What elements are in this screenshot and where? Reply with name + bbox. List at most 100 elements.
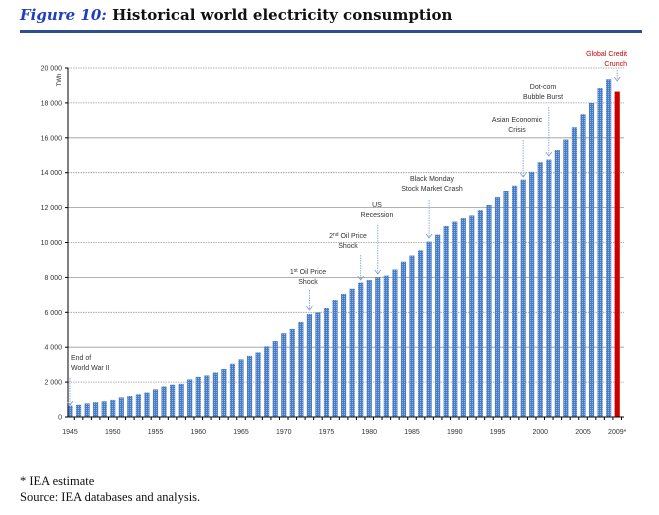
- bar-1950: [110, 399, 116, 417]
- annotation-label: 2nd Oil Price: [329, 232, 367, 240]
- bar-1952: [127, 396, 133, 417]
- arrow-head-icon: [545, 151, 553, 157]
- annotation-label: US: [372, 202, 382, 209]
- x-tick-label: 2009*: [608, 429, 627, 436]
- x-tick-label: 1965: [233, 429, 249, 436]
- bar-1946: [75, 404, 82, 417]
- bar-1945: [67, 405, 73, 417]
- annotation-label: Asian Economic: [492, 117, 543, 124]
- bar-1959: [187, 379, 193, 417]
- bar-1960: [195, 376, 201, 417]
- annotation-label: Shock: [338, 243, 358, 250]
- annotation-label: World War II: [71, 365, 110, 372]
- x-tick-label: 1995: [490, 429, 506, 436]
- annotation-text: Oil Price: [298, 269, 327, 276]
- y-tick-label: 2 000: [44, 380, 62, 387]
- bar-1963: [221, 369, 227, 417]
- bar-1970: [281, 333, 287, 417]
- arrow-head-icon: [519, 172, 527, 178]
- bar-2007: [597, 88, 603, 417]
- x-tick-label: 1970: [276, 429, 292, 436]
- bar-1984: [400, 261, 407, 417]
- x-tick-label: 2000: [532, 429, 548, 436]
- bar-1947: [84, 403, 90, 417]
- arrow-head-icon: [306, 305, 313, 311]
- figure-title: Figure 10: Historical world electricity …: [20, 6, 452, 24]
- bar-1980: [366, 280, 372, 417]
- annotation-label: End of: [71, 355, 91, 362]
- annotation-label: Recession: [361, 212, 394, 219]
- arrow-head-icon: [425, 233, 433, 239]
- x-tick-label: 1960: [190, 429, 206, 436]
- bar-1956: [161, 386, 167, 417]
- bar-2006: [588, 102, 595, 418]
- bar-2004: [571, 127, 578, 417]
- bar-1975: [323, 307, 330, 417]
- bar-1996: [503, 191, 509, 417]
- arrow-head-icon: [374, 269, 382, 275]
- bar-1995: [494, 197, 501, 417]
- figure-title-text: Historical world electricity consumption: [112, 6, 453, 24]
- bar-chart: 0 2 000 4 000 6 000 8 000 10 000 12 000 14 000 1…: [41, 51, 628, 436]
- figure-label: Figure 10:: [20, 6, 107, 24]
- y-tick-label: 8 000: [44, 275, 62, 282]
- annotation-number: 1: [290, 269, 294, 276]
- bar-1972: [298, 321, 304, 417]
- x-tick-label: 1975: [319, 429, 335, 436]
- y-tick-label: 12 000: [41, 205, 63, 212]
- bar-2002: [554, 150, 560, 417]
- bar-1981: [375, 277, 381, 417]
- bar-1961: [204, 375, 210, 417]
- bar-1998: [520, 179, 526, 417]
- footnote-estimate: * IEA estimate: [20, 474, 95, 488]
- annotation-1987: Black Monday Stock Market Crash: [401, 176, 463, 239]
- bar-1991: [460, 218, 466, 417]
- annotation-label: Crunch: [604, 61, 627, 68]
- bar-1957: [170, 384, 176, 417]
- bar-1962: [212, 372, 218, 417]
- bar-1982: [383, 275, 389, 417]
- annotation-1973: 1st Oil Price Shock: [290, 268, 326, 311]
- bar-1993: [477, 210, 483, 417]
- bar-1953: [135, 394, 141, 417]
- bar-2009: [614, 91, 620, 418]
- bar-1974: [315, 312, 321, 417]
- annotation-label: 1st Oil Price: [290, 268, 326, 276]
- annotation-2001: Dot-com Bubble Burst: [523, 84, 563, 157]
- x-tick-label: 1990: [447, 429, 463, 436]
- bar-1958: [178, 383, 184, 417]
- bar-1990: [452, 221, 458, 417]
- annotation-label: Black Monday: [410, 176, 454, 183]
- x-tick-label: 1985: [404, 429, 420, 436]
- annotation-label: Global Credit: [586, 51, 627, 58]
- y-tick-label: 20 000: [41, 66, 63, 73]
- x-tick-label: 1945: [62, 429, 78, 436]
- x-tick-label: 1950: [105, 429, 121, 436]
- annotation-label: Crisis: [508, 127, 526, 134]
- title-rule: [20, 30, 642, 33]
- y-tick-label: 14 000: [41, 170, 63, 177]
- bar-1989: [443, 225, 449, 417]
- bar-1997: [512, 185, 518, 417]
- annotation-2009: Global Credit Crunch: [586, 51, 627, 82]
- bar-1985: [409, 255, 415, 417]
- bar-1965: [238, 359, 244, 417]
- annotation-label: Bubble Burst: [523, 94, 563, 101]
- bar-1949: [101, 401, 107, 417]
- bar-2003: [563, 139, 569, 418]
- bar-2005: [580, 114, 586, 418]
- bar-1948: [93, 402, 99, 417]
- bar-1968: [264, 346, 270, 417]
- annotation-1981: US Recession: [361, 202, 394, 275]
- x-tick-label: 1980: [361, 429, 377, 436]
- annotation-superscript: st: [294, 268, 299, 274]
- arrow-head-icon: [613, 76, 621, 82]
- annotation-1979: 2nd Oil Price Shock: [329, 232, 367, 281]
- y-tick-label: 16 000: [41, 135, 63, 142]
- y-axis-label: TWh: [57, 74, 63, 87]
- bar-1992: [469, 215, 475, 417]
- annotation-superscript: nd: [333, 232, 339, 238]
- bar-1976: [332, 300, 338, 417]
- bar-1969: [272, 341, 278, 417]
